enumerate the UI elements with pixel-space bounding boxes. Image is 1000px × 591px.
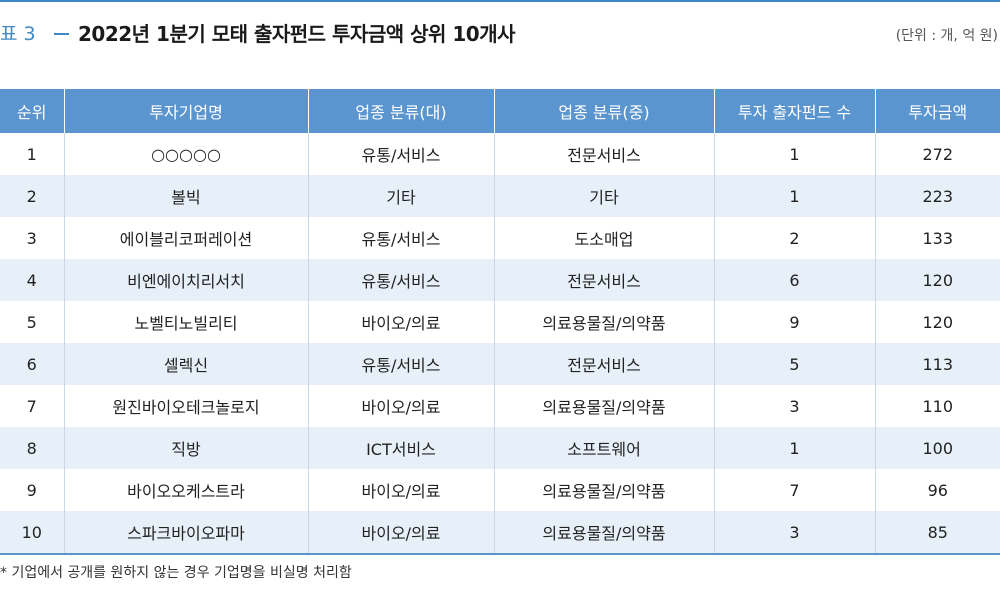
cell-industry-minor: 전문서비스 xyxy=(493,259,714,301)
cell-fund-count: 2 xyxy=(713,217,875,259)
cell-amount: 120 xyxy=(874,301,1000,343)
table-row: 8 직방 ICT서비스 소프트웨어 1 100 xyxy=(0,427,1000,469)
cell-rank: 6 xyxy=(0,343,64,385)
top-rule xyxy=(0,0,1000,2)
table-row: 3 에이블리코퍼레이션 유통/서비스 도소매업 2 133 xyxy=(0,217,1000,259)
cell-rank: 2 xyxy=(0,175,64,217)
cell-fund-count: 1 xyxy=(713,133,875,175)
unit-note: (단위 : 개, 억 원) xyxy=(895,28,998,44)
cell-industry-major: 유통/서비스 xyxy=(307,217,494,259)
cell-rank: 3 xyxy=(26,228,37,248)
cell-industry-minor: 의료용물질/의약품 xyxy=(493,301,714,343)
cell-rank: 10 xyxy=(0,511,64,555)
col-header-company: 투자기업명 xyxy=(63,89,308,133)
col-header-fund-count: 투자 출자펀드 수 xyxy=(713,89,875,133)
cell-company: 노벨티노빌리티 xyxy=(63,301,308,343)
cell-company: 스파크바이오파마 xyxy=(63,511,308,555)
cell-company: ○○○○○ xyxy=(63,133,308,175)
cell-amount: 96 xyxy=(874,469,1000,511)
table-row: 9 바이오오케스트라 바이오/의료 의료용물질/의약품 7 96 xyxy=(0,469,1000,511)
table-header-row: 순위 투자기업명 업종 분류(대) 업종 분류(중) 투자 출자펀드 수 투자금… xyxy=(0,89,1000,133)
cell-company: 볼빅 xyxy=(63,175,308,217)
cell-fund-count: 7 xyxy=(713,469,875,511)
cell-company: 바이오오케스트라 xyxy=(63,469,308,511)
cell-industry-minor: 의료용물질/의약품 xyxy=(493,385,714,427)
cell-fund-count: 5 xyxy=(713,343,875,385)
cell-industry-minor: 전문서비스 xyxy=(493,343,714,385)
cell-industry-major: 바이오/의료 xyxy=(307,301,494,343)
cell-industry-minor: 기타 xyxy=(493,175,714,217)
cell-company: 셀렉신 xyxy=(63,343,308,385)
cell-company: 에이블리코퍼레이션 xyxy=(63,217,308,259)
cell-amount: 110 xyxy=(874,385,1000,427)
table-title: 2022년 1분기 모태 출자펀드 투자금액 상위 10개사 xyxy=(78,22,516,46)
cell-industry-major: 기타 xyxy=(307,175,494,217)
cell-industry-minor: 의료용물질/의약품 xyxy=(493,469,714,511)
table-number: 표 3 xyxy=(0,23,36,45)
cell-rank: 4 xyxy=(0,259,64,301)
table-row: 6 셀렉신 유통/서비스 전문서비스 5 113 xyxy=(0,343,1000,385)
cell-industry-major: ICT서비스 xyxy=(307,427,494,469)
footnote: * 기업에서 공개를 원하지 않는 경우 기업명을 비실명 처리함 xyxy=(0,565,352,581)
cell-amount: 100 xyxy=(874,427,1000,469)
cell-company: 비엔에이치리서치 xyxy=(63,259,308,301)
col-header-industry-major: 업종 분류(대) xyxy=(307,89,494,133)
title-row: 표 3 2022년 1분기 모태 출자펀드 투자금액 상위 10개사 (단위 :… xyxy=(0,17,1000,51)
cell-company: 원진바이오테크놀로지 xyxy=(63,385,308,427)
table-row: 5 노벨티노빌리티 바이오/의료 의료용물질/의약품 9 120 xyxy=(0,301,1000,343)
cell-industry-major: 유통/서비스 xyxy=(307,133,494,175)
cell-amount: 223 xyxy=(874,175,1000,217)
cell-fund-count: 1 xyxy=(713,427,875,469)
cell-fund-count: 6 xyxy=(713,259,875,301)
cell-rank: 5 xyxy=(26,312,37,332)
cell-amount: 113 xyxy=(874,343,1000,385)
cell-company: 직방 xyxy=(63,427,308,469)
cell-industry-minor: 도소매업 xyxy=(493,217,714,259)
table-row: 1 ○○○○○ 유통/서비스 전문서비스 1 272 xyxy=(0,133,1000,175)
investment-table: 순위 투자기업명 업종 분류(대) 업종 분류(중) 투자 출자펀드 수 투자금… xyxy=(0,89,1000,555)
table-row: 10 스파크바이오파마 바이오/의료 의료용물질/의약품 3 85 xyxy=(0,511,1000,555)
cell-fund-count: 3 xyxy=(713,385,875,427)
cell-amount: 120 xyxy=(874,259,1000,301)
table-row: 2 볼빅 기타 기타 1 223 xyxy=(0,175,1000,217)
cell-fund-count: 9 xyxy=(713,301,875,343)
col-header-amount: 투자금액 xyxy=(874,89,1000,133)
table-row: 7 원진바이오테크놀로지 바이오/의료 의료용물질/의약품 3 110 xyxy=(0,385,1000,427)
table-row: 4 비엔에이치리서치 유통/서비스 전문서비스 6 120 xyxy=(0,259,1000,301)
cell-fund-count: 1 xyxy=(713,175,875,217)
cell-industry-minor: 소프트웨어 xyxy=(493,427,714,469)
cell-industry-minor: 의료용물질/의약품 xyxy=(493,511,714,555)
cell-industry-major: 유통/서비스 xyxy=(307,259,494,301)
cell-industry-major: 바이오/의료 xyxy=(307,469,494,511)
cell-rank: 7 xyxy=(26,396,37,416)
cell-industry-minor: 전문서비스 xyxy=(493,133,714,175)
cell-amount: 272 xyxy=(874,133,1000,175)
cell-industry-major: 유통/서비스 xyxy=(307,343,494,385)
cell-amount: 85 xyxy=(874,511,1000,555)
col-header-industry-minor: 업종 분류(중) xyxy=(493,89,714,133)
cell-rank: 9 xyxy=(26,480,37,500)
cell-industry-major: 바이오/의료 xyxy=(307,385,494,427)
cell-industry-major: 바이오/의료 xyxy=(307,511,494,555)
title-dash xyxy=(54,33,69,35)
cell-fund-count: 3 xyxy=(713,511,875,555)
cell-amount: 133 xyxy=(874,217,1000,259)
cell-rank: 1 xyxy=(26,144,37,164)
cell-rank: 8 xyxy=(0,427,64,469)
col-header-rank: 순위 xyxy=(0,89,64,133)
